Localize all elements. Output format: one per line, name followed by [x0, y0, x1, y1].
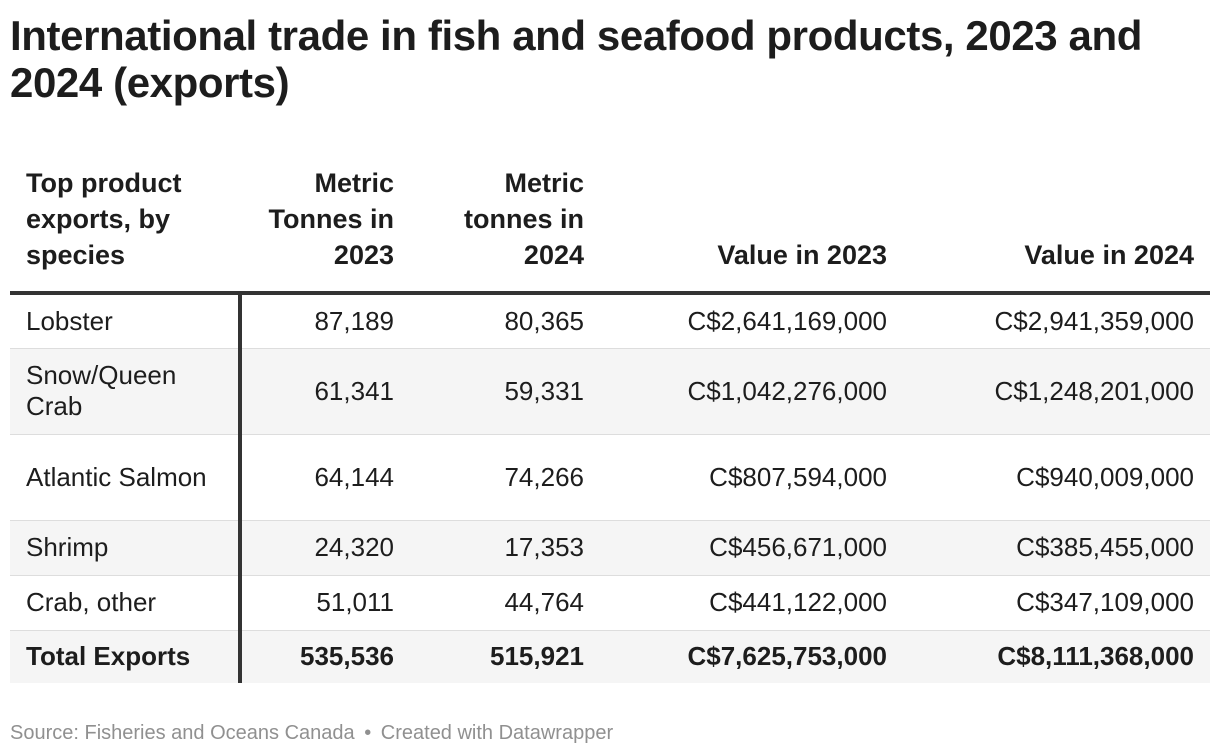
- footer-separator: •: [364, 722, 372, 744]
- tonnes-2024-cell: 80,365: [410, 293, 600, 349]
- tonnes-2024-cell: 59,331: [410, 348, 600, 435]
- column-header-species: Top product exports, by species: [10, 165, 240, 295]
- tonnes-2024-cell: 74,266: [410, 434, 600, 521]
- tonnes-2024-cell: 17,353: [410, 520, 600, 576]
- header-row: Top product exports, by species Metric T…: [10, 165, 1210, 295]
- chart-footer: Source: Fisheries and Oceans Canada • Cr…: [10, 720, 613, 746]
- species-cell: Atlantic Salmon: [10, 434, 240, 521]
- value-2024-cell: C$2,941,359,000: [903, 293, 1210, 349]
- column-header-tonnes-2023: Metric Tonnes in 2023: [240, 165, 410, 295]
- table-row: Crab, other 51,011 44,764 C$441,122,000 …: [10, 575, 1210, 631]
- total-label-cell: Total Exports: [10, 630, 240, 683]
- tonnes-2024-cell: 44,764: [410, 575, 600, 631]
- column-header-tonnes-2024: Metric tonnes in 2024: [410, 165, 600, 295]
- column-header-value-2023: Value in 2023: [600, 165, 903, 295]
- species-cell: Lobster: [10, 293, 240, 349]
- tonnes-2023-cell: 24,320: [238, 520, 410, 576]
- value-2024-cell: C$1,248,201,000: [903, 348, 1210, 435]
- chart-title: International trade in fish and seafood …: [10, 12, 1143, 106]
- data-table: Top product exports, by species Metric T…: [10, 165, 1210, 683]
- tonnes-2023-cell: 64,144: [238, 434, 410, 521]
- table-row: Snow/Queen Crab 61,341 59,331 C$1,042,27…: [10, 348, 1210, 435]
- species-cell: Shrimp: [10, 520, 240, 576]
- tonnes-2023-cell: 51,011: [238, 575, 410, 631]
- value-2024-cell: C$385,455,000: [903, 520, 1210, 576]
- value-2023-cell: C$807,594,000: [600, 434, 903, 521]
- total-value-2024-cell: C$8,111,368,000: [903, 630, 1210, 683]
- source-note: Source: Fisheries and Oceans Canada: [10, 722, 355, 744]
- species-cell: Snow/Queen Crab: [10, 348, 240, 435]
- value-2023-cell: C$456,671,000: [600, 520, 903, 576]
- total-tonnes-2023-cell: 535,536: [238, 630, 410, 683]
- table-row: Lobster 87,189 80,365 C$2,641,169,000 C$…: [10, 293, 1210, 349]
- value-2023-cell: C$441,122,000: [600, 575, 903, 631]
- total-value-2023-cell: C$7,625,753,000: [600, 630, 903, 683]
- value-2024-cell: C$940,009,000: [903, 434, 1210, 521]
- value-2023-cell: C$2,641,169,000: [600, 293, 903, 349]
- tonnes-2023-cell: 61,341: [238, 348, 410, 435]
- total-row: Total Exports 535,536 515,921 C$7,625,75…: [10, 630, 1210, 683]
- credit-note: Created with Datawrapper: [380, 722, 614, 744]
- table-row: Shrimp 24,320 17,353 C$456,671,000 C$385…: [10, 520, 1210, 576]
- column-header-value-2024: Value in 2024: [903, 165, 1210, 295]
- species-cell: Crab, other: [10, 575, 240, 631]
- tonnes-2023-cell: 87,189: [238, 293, 410, 349]
- total-tonnes-2024-cell: 515,921: [410, 630, 600, 683]
- table-row: Atlantic Salmon 64,144 74,266 C$807,594,…: [10, 434, 1210, 521]
- value-2024-cell: C$347,109,000: [903, 575, 1210, 631]
- value-2023-cell: C$1,042,276,000: [600, 348, 903, 435]
